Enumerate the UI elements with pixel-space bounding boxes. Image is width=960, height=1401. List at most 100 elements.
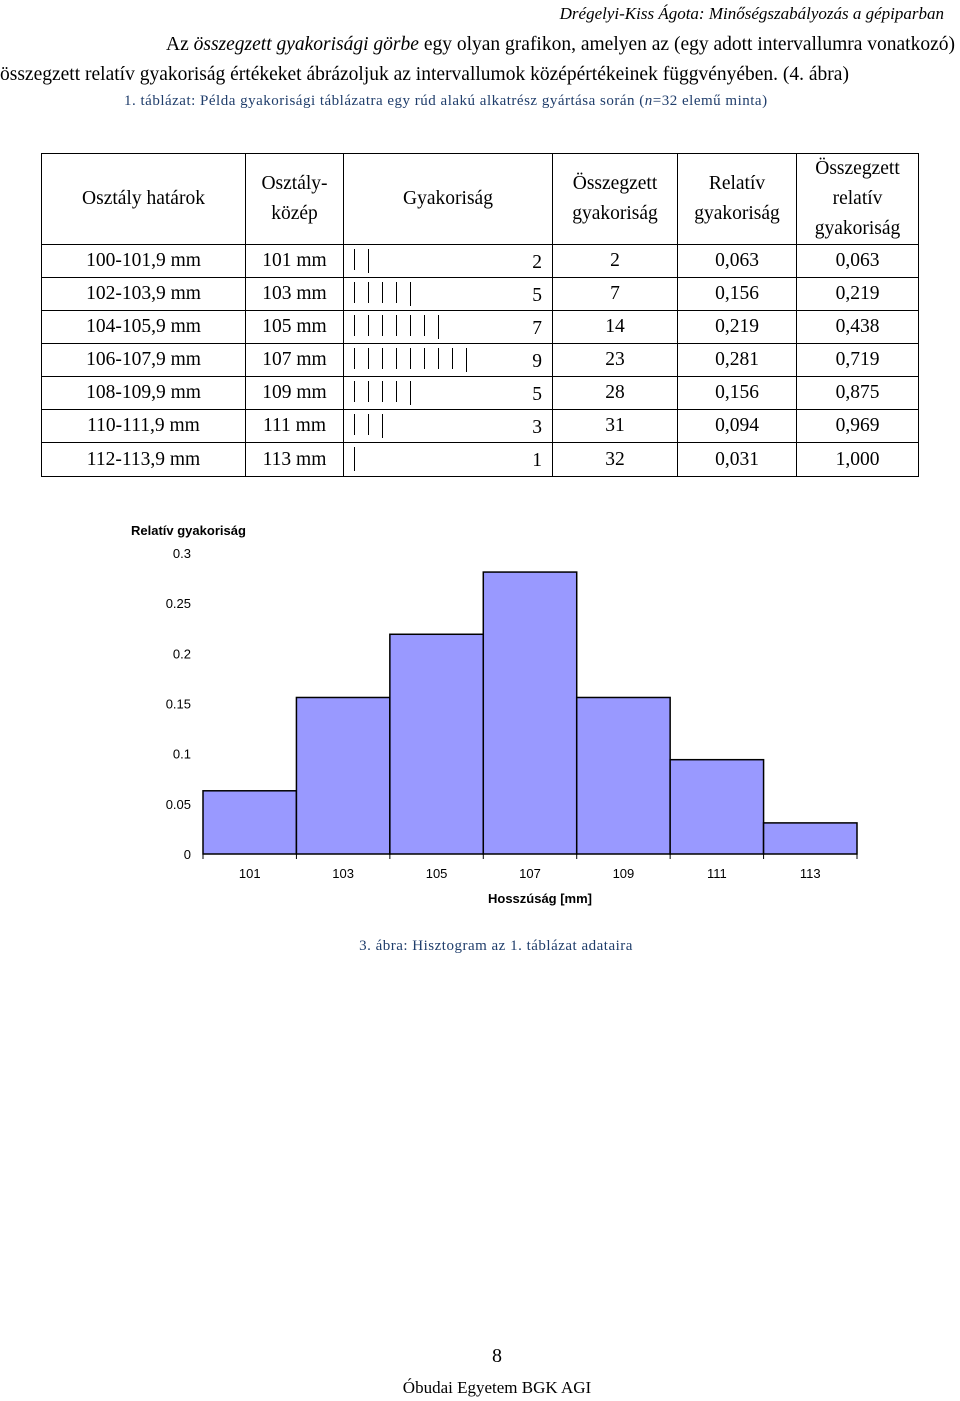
cell-bounds: 108-109,9 mm bbox=[41, 376, 246, 410]
histogram-bar bbox=[202, 790, 298, 855]
tally-mark bbox=[466, 348, 467, 372]
intro-paragraph: Az összegzett gyakorisági görbe egy olya… bbox=[0, 30, 955, 90]
tally-mark bbox=[382, 282, 383, 303]
histogram-bar bbox=[389, 633, 485, 855]
cell-relative: 0,156 bbox=[677, 376, 797, 410]
header-cumrel-line3: gyakoriság bbox=[814, 218, 901, 239]
header-bounds: Osztály határok bbox=[41, 153, 246, 245]
header-rel-line2: gyakoriság bbox=[694, 203, 780, 224]
cell-cumulative-relative: 0,719 bbox=[796, 343, 919, 377]
histogram-bar bbox=[669, 758, 765, 855]
cell-relative: 0,063 bbox=[677, 244, 797, 278]
cell-cumulative: 14 bbox=[552, 310, 678, 344]
header-relative: Relatív gyakoriság bbox=[677, 153, 797, 245]
header-mid-line1: Osztály- bbox=[261, 173, 328, 194]
histogram-bar bbox=[482, 571, 578, 855]
cell-cumulative-relative: 1,000 bbox=[796, 442, 919, 477]
cell-cumulative-relative: 0,219 bbox=[796, 277, 919, 311]
tally-mark bbox=[368, 282, 369, 303]
tally-marks bbox=[354, 348, 480, 372]
frequency-value: 2 bbox=[532, 252, 542, 273]
x-tick-label: 107 bbox=[519, 866, 541, 881]
cell-midpoint: 105 mm bbox=[245, 310, 344, 344]
table-body: 100-101,9 mm 101 mm 2 2 0,063 0,063 102-103,9 … bbox=[41, 244, 919, 477]
intro-line2: összegzett relatív gyakoriság értékeket … bbox=[0, 64, 849, 85]
y-tick-label: 0.3 bbox=[173, 546, 191, 561]
cell-cumulative: 7 bbox=[552, 277, 678, 311]
tally-mark bbox=[452, 348, 453, 369]
tally-mark bbox=[424, 315, 425, 336]
cell-cumulative-relative: 0,969 bbox=[796, 409, 919, 443]
tally-mark bbox=[382, 414, 383, 438]
cell-cumulative-relative: 0,063 bbox=[796, 244, 919, 278]
header-cum-line2: gyakoriság bbox=[572, 203, 658, 224]
cell-bounds: 110-111,9 mm bbox=[41, 409, 246, 443]
intro-line1-suffix: egy olyan grafikon, amelyen az (egy adot… bbox=[418, 34, 955, 55]
cell-cumulative: 28 bbox=[552, 376, 678, 410]
cell-cumulative: 23 bbox=[552, 343, 678, 377]
intro-prefix: Az bbox=[165, 34, 194, 55]
frequency-value: 7 bbox=[532, 318, 542, 339]
x-tick-label: 111 bbox=[707, 866, 727, 881]
x-tick-label: 101 bbox=[239, 866, 261, 881]
tally-mark bbox=[354, 447, 355, 471]
header-cumrel-line2: relatív bbox=[832, 188, 883, 209]
page-number: 8 bbox=[492, 1345, 502, 1367]
tally-mark bbox=[354, 381, 355, 402]
frequency-value: 3 bbox=[532, 417, 542, 438]
tally-mark bbox=[410, 282, 411, 306]
table-row: 112-113,9 mm 113 mm 1 32 0,031 1,000 bbox=[41, 442, 919, 477]
cell-cumulative: 32 bbox=[552, 442, 678, 477]
frequency-table: Osztály határok Osztály-közép Gyakoriság… bbox=[41, 153, 919, 477]
tally-mark bbox=[382, 315, 383, 336]
cell-bounds: 112-113,9 mm bbox=[41, 442, 246, 477]
cell-frequency: 3 bbox=[343, 409, 553, 443]
y-axis-title: Relatív gyakoriság bbox=[131, 523, 246, 538]
tally-mark bbox=[354, 249, 355, 270]
tally-marks bbox=[354, 282, 424, 306]
cell-cumulative: 2 bbox=[552, 244, 678, 278]
tally-mark bbox=[354, 348, 355, 369]
x-tick-label: 103 bbox=[332, 866, 354, 881]
tally-mark bbox=[368, 348, 369, 369]
figure-caption: 3. ábra: Hisztogram az 1. táblázat adata… bbox=[359, 938, 633, 954]
cell-cumulative-relative: 0,438 bbox=[796, 310, 919, 344]
cell-frequency: 5 bbox=[343, 277, 553, 311]
tally-mark bbox=[410, 348, 411, 369]
header-midpoint: Osztály-közép bbox=[245, 153, 344, 245]
x-axis-title: Hosszúság [mm] bbox=[488, 891, 592, 906]
x-tick-label: 109 bbox=[613, 866, 635, 881]
tally-marks bbox=[354, 381, 424, 405]
tally-mark bbox=[354, 282, 355, 303]
cell-relative: 0,156 bbox=[677, 277, 797, 311]
header-rel-line1: Relatív bbox=[708, 173, 766, 194]
cell-midpoint: 113 mm bbox=[245, 442, 344, 477]
cell-relative: 0,094 bbox=[677, 409, 797, 443]
cell-frequency: 9 bbox=[343, 343, 553, 377]
cell-bounds: 106-107,9 mm bbox=[41, 343, 246, 377]
header-cumulative-relative: Összegzett relatív gyakoriság bbox=[796, 153, 919, 245]
y-tick-label: 0.25 bbox=[166, 596, 191, 611]
cell-midpoint: 111 mm bbox=[245, 409, 344, 443]
tally-mark bbox=[368, 381, 369, 402]
tally-mark bbox=[410, 381, 411, 405]
tally-mark bbox=[396, 381, 397, 402]
tally-mark bbox=[382, 348, 383, 369]
tally-mark bbox=[354, 315, 355, 336]
table-row: 100-101,9 mm 101 mm 2 2 0,063 0,063 bbox=[41, 244, 919, 278]
cell-frequency: 1 bbox=[343, 442, 553, 477]
frequency-value: 5 bbox=[532, 384, 542, 405]
y-tick-label: 0.2 bbox=[173, 646, 191, 661]
cell-bounds: 102-103,9 mm bbox=[41, 277, 246, 311]
cell-cumulative-relative: 0,875 bbox=[796, 376, 919, 410]
tally-mark bbox=[438, 348, 439, 369]
y-tick-label: 0.15 bbox=[166, 697, 191, 712]
table-caption-suffix: =32 elemű minta) bbox=[652, 93, 768, 109]
tally-mark bbox=[396, 348, 397, 369]
cell-bounds: 100-101,9 mm bbox=[41, 244, 246, 278]
table-caption-prefix: 1. táblázat: Példa gyakorisági táblázatr… bbox=[124, 93, 645, 109]
tally-mark bbox=[424, 348, 425, 369]
frequency-value: 1 bbox=[532, 450, 542, 471]
table-header-row: Osztály határok Osztály-közép Gyakoriság… bbox=[41, 153, 919, 245]
histogram-bar bbox=[762, 822, 858, 855]
